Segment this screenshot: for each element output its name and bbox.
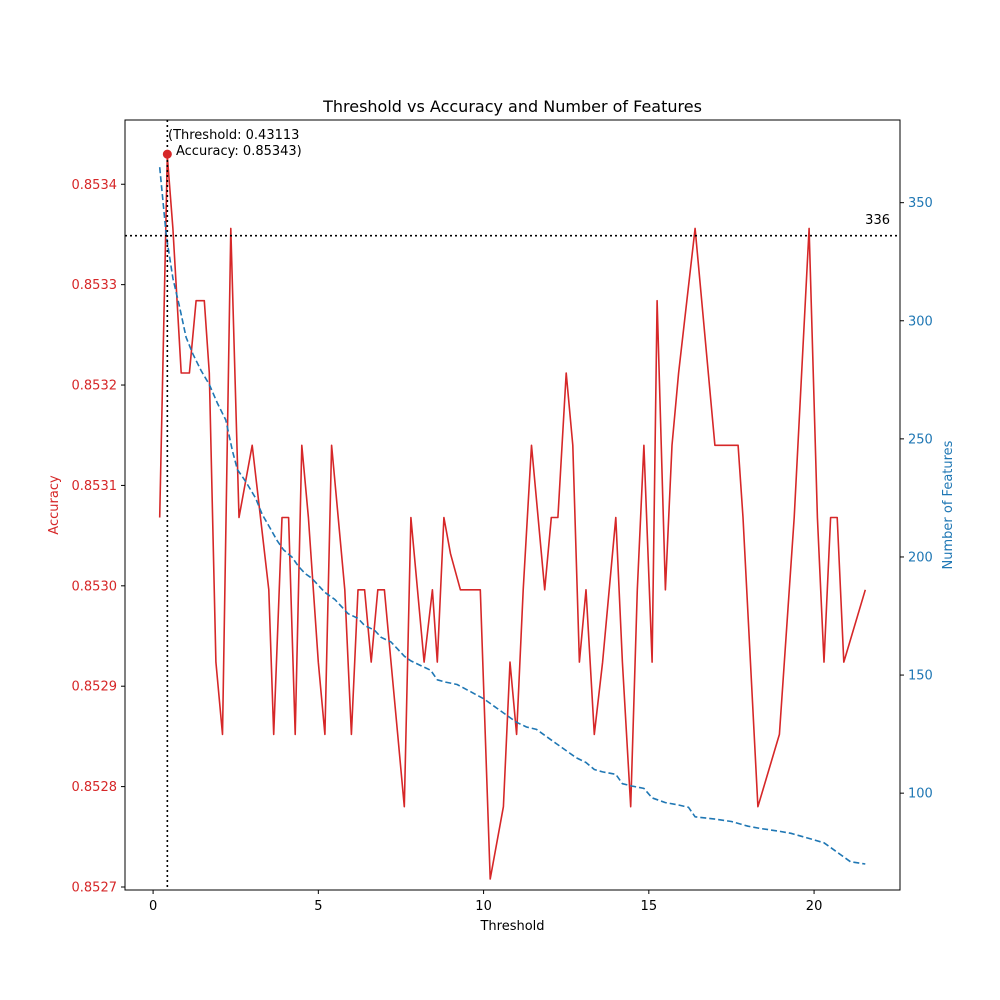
y-left-tick-label: 0.8530 <box>72 579 118 594</box>
features-line <box>158 167 866 865</box>
y-axis-label-right: Number of Features <box>941 440 956 569</box>
plot-frame <box>124 119 901 891</box>
accuracy-line <box>158 155 867 880</box>
annotation-line-1: (Threshold: 0.43113 <box>168 128 299 143</box>
x-axis-label: Threshold <box>479 919 544 934</box>
y-left-tick-label: 0.8534 <box>72 178 118 193</box>
y-right-tick-label: 300 <box>908 314 933 329</box>
y-left-tick-label: 0.8527 <box>72 880 118 895</box>
x-tick-label: 10 <box>475 899 492 914</box>
x-tick-label: 0 <box>149 899 157 914</box>
axes: 0 5 10 15 20 0.8527 0.8528 0.8529 0.8530 0.8531 0.… <box>72 178 933 914</box>
y-left-tick-label: 0.8528 <box>72 780 118 795</box>
best-accuracy-point <box>162 149 172 159</box>
plot-area <box>125 120 900 890</box>
annotation-line-2: Accuracy: 0.85343) <box>176 144 302 159</box>
y-left-tick-label: 0.8529 <box>72 680 118 695</box>
y-left-tick-label: 0.8533 <box>72 278 118 293</box>
x-tick-label: 15 <box>641 899 658 914</box>
y-left-tick-label: 0.8532 <box>72 379 118 394</box>
chart-title: Threshold vs Accuracy and Number of Feat… <box>322 97 702 116</box>
y-right-tick-label: 150 <box>908 669 933 684</box>
x-tick-label: 20 <box>806 899 823 914</box>
y-axis-label-left: Accuracy <box>47 475 62 535</box>
y-right-tick-label: 200 <box>908 550 933 565</box>
y-right-tick-label: 350 <box>908 196 933 211</box>
y-right-tick-label: 100 <box>908 787 933 802</box>
y-left-tick-label: 0.8531 <box>72 479 118 494</box>
x-tick-label: 5 <box>314 899 322 914</box>
y-right-tick-label: 250 <box>908 432 933 447</box>
horizontal-line-label: 336 <box>865 213 890 228</box>
